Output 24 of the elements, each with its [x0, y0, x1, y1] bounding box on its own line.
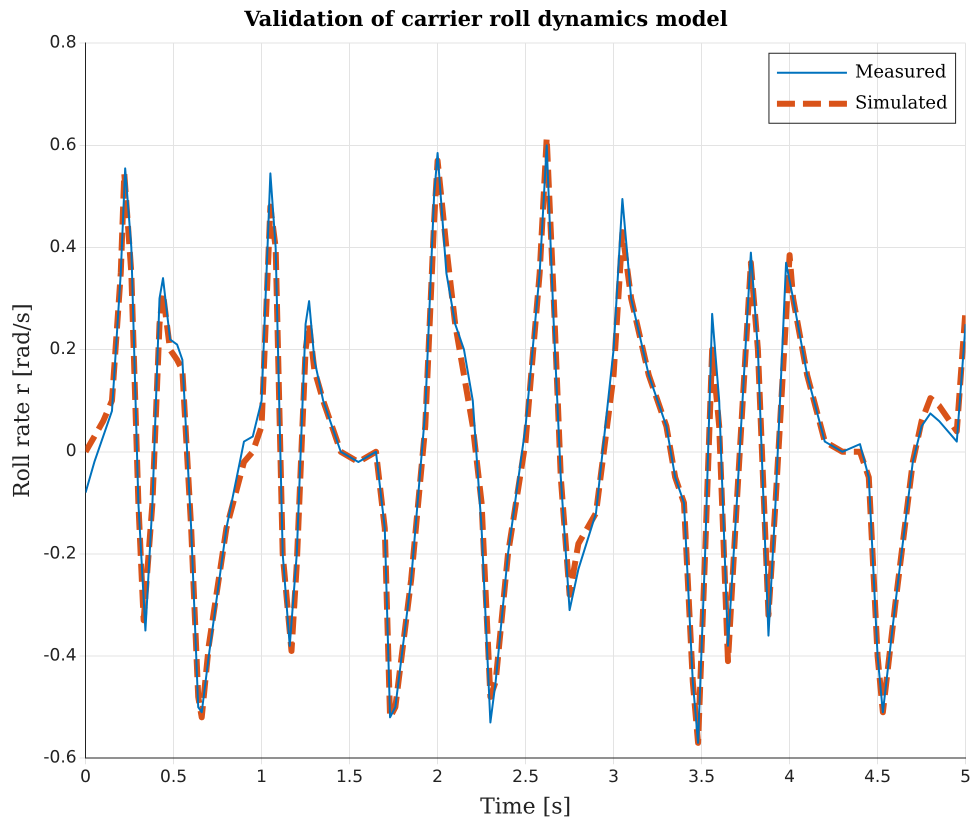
x-axis-title: Time [s]: [480, 794, 572, 820]
x-tick-label: 3.5: [688, 766, 716, 787]
y-tick-label: -0.4: [43, 645, 77, 666]
x-tick-label: 0: [80, 766, 91, 787]
y-axis-title: Roll rate r [rad/s]: [10, 303, 35, 498]
chart-title: Validation of carrier roll dynamics model: [243, 6, 728, 32]
y-tick-label: -0.2: [43, 543, 77, 564]
y-tick-label: 0.4: [50, 236, 77, 257]
y-tick-label: 0: [66, 441, 77, 462]
legend-label: Measured: [854, 61, 946, 82]
y-tick-label: 0.2: [50, 339, 77, 360]
x-tick-label: 3: [608, 766, 619, 787]
x-tick-label: 4.5: [864, 766, 892, 787]
x-tick-label: 2: [432, 766, 443, 787]
x-tick-label: 1: [256, 766, 267, 787]
legend-label: Simulated: [854, 92, 948, 114]
x-tick-label: 1.5: [336, 766, 364, 787]
y-tick-label: 0.6: [50, 134, 77, 155]
y-tick-label: 0.8: [50, 32, 77, 53]
x-tick-label: 2.5: [512, 766, 540, 787]
x-tick-label: 4: [784, 766, 795, 787]
x-tick-label: 0.5: [160, 766, 188, 787]
x-tick-label: 5: [960, 766, 972, 787]
y-tick-label: -0.6: [43, 748, 77, 768]
